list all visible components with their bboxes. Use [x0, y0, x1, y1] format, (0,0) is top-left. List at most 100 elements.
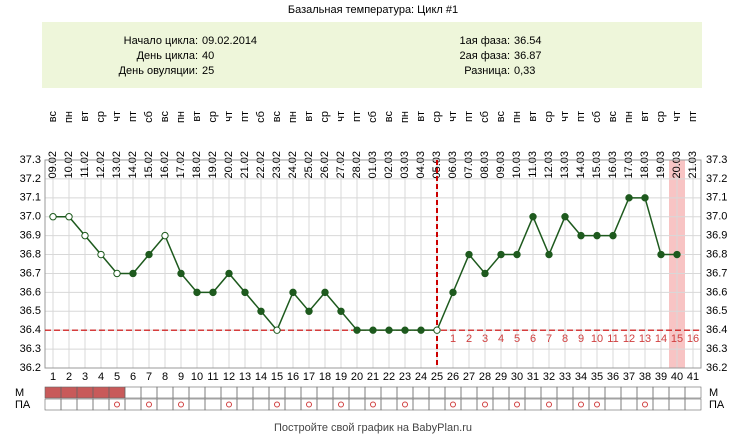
- x-tick-label: 3: [82, 371, 88, 383]
- temperature-point: [385, 326, 393, 334]
- temperature-point: [369, 326, 377, 334]
- temperature-point: [241, 288, 249, 297]
- temperature-point: [417, 326, 425, 334]
- row-cell: [140, 386, 158, 399]
- row-cell: [300, 386, 318, 399]
- row-cell: [316, 386, 334, 399]
- temperature-point: [497, 250, 505, 259]
- date-label: 12.02: [95, 151, 107, 179]
- temperature-point: [337, 307, 345, 315]
- temperature-point: [177, 269, 185, 278]
- x-tick-label: 33: [559, 371, 571, 383]
- row-cell: [668, 398, 686, 411]
- row-cell: [524, 398, 542, 411]
- row-cell: [684, 386, 702, 399]
- post-ovulation-day: 14: [655, 333, 667, 345]
- row-cell: [284, 386, 302, 399]
- x-tick-label: 30: [511, 371, 523, 383]
- x-tick-label: 38: [639, 371, 651, 383]
- row-cell: [268, 386, 286, 399]
- x-tick-label: 5: [114, 371, 120, 383]
- y-tick-label: 36.3: [20, 343, 41, 355]
- post-ovulation-day: 2: [466, 333, 472, 345]
- pa-mark: [482, 401, 488, 408]
- weekday-label: пт: [127, 111, 139, 122]
- summary-label: День овуляции:: [119, 65, 198, 77]
- temperature-line: [53, 197, 677, 332]
- row-cell: [412, 386, 430, 399]
- date-label: 19.03: [655, 151, 667, 179]
- summary-label: День цикла:: [137, 50, 198, 62]
- post-ovulation-day: 7: [546, 333, 552, 345]
- temperature-point: [289, 288, 297, 297]
- row-cell: [108, 398, 126, 411]
- x-tick-label: 20: [351, 371, 363, 383]
- date-label: 14.03: [575, 151, 587, 179]
- row-cell: [332, 386, 350, 399]
- post-ovulation-day: 6: [530, 333, 536, 345]
- y-tick-label: 37.0: [706, 211, 727, 223]
- pa-mark: [514, 401, 520, 408]
- weekday-label: чт: [223, 111, 235, 122]
- summary-value: 25: [202, 65, 214, 77]
- plot-border: [44, 159, 702, 369]
- y-tick-label: 37.1: [20, 192, 41, 204]
- row-cell: [508, 386, 526, 399]
- pa-mark: [226, 401, 232, 408]
- date-label: 10.03: [511, 151, 523, 179]
- x-tick-label: 25: [431, 371, 443, 383]
- temperature-point: [273, 326, 281, 334]
- pa-mark: [146, 401, 152, 408]
- temperature-point: [657, 250, 665, 259]
- weekday-label: пн: [511, 111, 523, 123]
- x-tick-label: 15: [271, 371, 283, 383]
- temperature-point: [433, 326, 441, 334]
- x-tick-label: 37: [623, 371, 635, 383]
- row-cell: [396, 398, 414, 411]
- row-cell: [92, 398, 110, 411]
- row-cell: [460, 398, 478, 411]
- temperature-point: [529, 213, 537, 221]
- y-tick-label: 37.3: [20, 154, 41, 166]
- row-cell: [76, 398, 94, 411]
- temperature-point: [225, 269, 233, 278]
- y-tick-label: 37.1: [706, 192, 727, 204]
- date-label: 10.02: [63, 151, 75, 179]
- row-cell: [652, 386, 670, 399]
- date-label: 20.02: [223, 151, 235, 179]
- pa-mark: [594, 401, 600, 408]
- post-ovulation-day: 10: [591, 333, 603, 345]
- temperature-point: [465, 250, 473, 259]
- post-ovulation-day: 16: [687, 333, 699, 345]
- weekday-label: пт: [463, 111, 475, 122]
- row-cell: [588, 398, 606, 411]
- post-ovulation-day: 4: [498, 333, 504, 345]
- weekday-label: ср: [319, 111, 331, 123]
- row-cell: [668, 386, 686, 399]
- weekday-label: ср: [543, 111, 555, 123]
- row-cell: [156, 386, 174, 399]
- date-label: 15.03: [591, 151, 603, 179]
- row-cell: [156, 398, 174, 411]
- date-label: 14.02: [127, 151, 139, 179]
- row-cell: [620, 386, 638, 399]
- x-tick-label: 31: [527, 371, 539, 383]
- summary-panel: [42, 22, 702, 88]
- row-cell: [524, 386, 542, 399]
- temperature-point: [561, 213, 569, 221]
- row-cell: [188, 398, 206, 411]
- weekday-label: пт: [687, 111, 699, 122]
- temperature-point: [305, 307, 313, 315]
- row-cell: [252, 398, 270, 411]
- x-tick-label: 29: [495, 371, 507, 383]
- x-tick-label: 12: [223, 371, 235, 383]
- weekday-label: пн: [63, 111, 75, 123]
- y-tick-label: 37.0: [20, 211, 41, 223]
- row-cell: [300, 398, 318, 411]
- row-cell: [572, 386, 590, 399]
- date-label: 21.02: [239, 151, 251, 179]
- x-tick-label: 21: [367, 371, 379, 383]
- row-cell: [620, 398, 638, 411]
- date-label: 19.02: [207, 151, 219, 179]
- row-cell: [204, 398, 222, 411]
